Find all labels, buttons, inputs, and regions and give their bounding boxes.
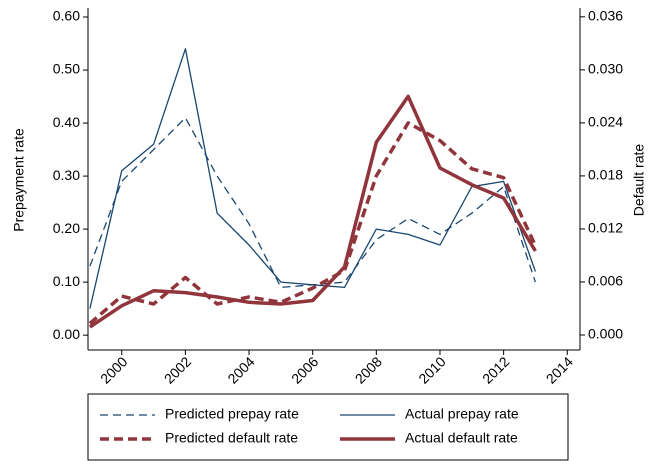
x-tick-label: 2012: [479, 353, 512, 386]
x-tick-label: 2000: [97, 353, 130, 386]
y2-tick-label: 0.018: [588, 167, 623, 183]
y2-axis-label: Default rate: [631, 144, 647, 217]
series-line: [89, 48, 537, 309]
legend-label: Predicted default rate: [165, 430, 298, 446]
y2-tick-label: 0.024: [588, 114, 623, 130]
y-tick-label: 0.00: [53, 326, 80, 342]
y2-tick-label: 0.000: [588, 326, 623, 342]
legend-label: Actual prepay rate: [405, 406, 519, 422]
legend-label: Predicted prepay rate: [165, 406, 299, 422]
y2-tick-label: 0.012: [588, 220, 623, 236]
x-tick-label: 2006: [288, 353, 321, 386]
y-axis-label: Prepayment rate: [11, 128, 27, 232]
x-tick-label: 2004: [224, 353, 257, 386]
y2-tick-label: 0.030: [588, 61, 623, 77]
y-tick-label: 0.50: [53, 61, 80, 77]
legend-box: [87, 393, 569, 461]
x-tick-label: 2002: [161, 353, 194, 386]
series-line: [88, 121, 537, 325]
series-line: [88, 94, 537, 329]
x-tick-label: 2010: [415, 353, 448, 386]
y-tick-label: 0.60: [53, 8, 80, 24]
y2-tick-label: 0.006: [588, 273, 623, 289]
y2-tick-label: 0.036: [588, 8, 623, 24]
y-tick-label: 0.40: [53, 114, 80, 130]
x-tick-label: 2014: [543, 353, 576, 386]
y-tick-label: 0.10: [53, 273, 80, 289]
series-line: [89, 117, 537, 289]
x-tick-label: 2008: [352, 353, 385, 386]
y-tick-label: 0.30: [53, 167, 80, 183]
legend-label: Actual default rate: [405, 430, 518, 446]
y-tick-label: 0.20: [53, 220, 80, 236]
